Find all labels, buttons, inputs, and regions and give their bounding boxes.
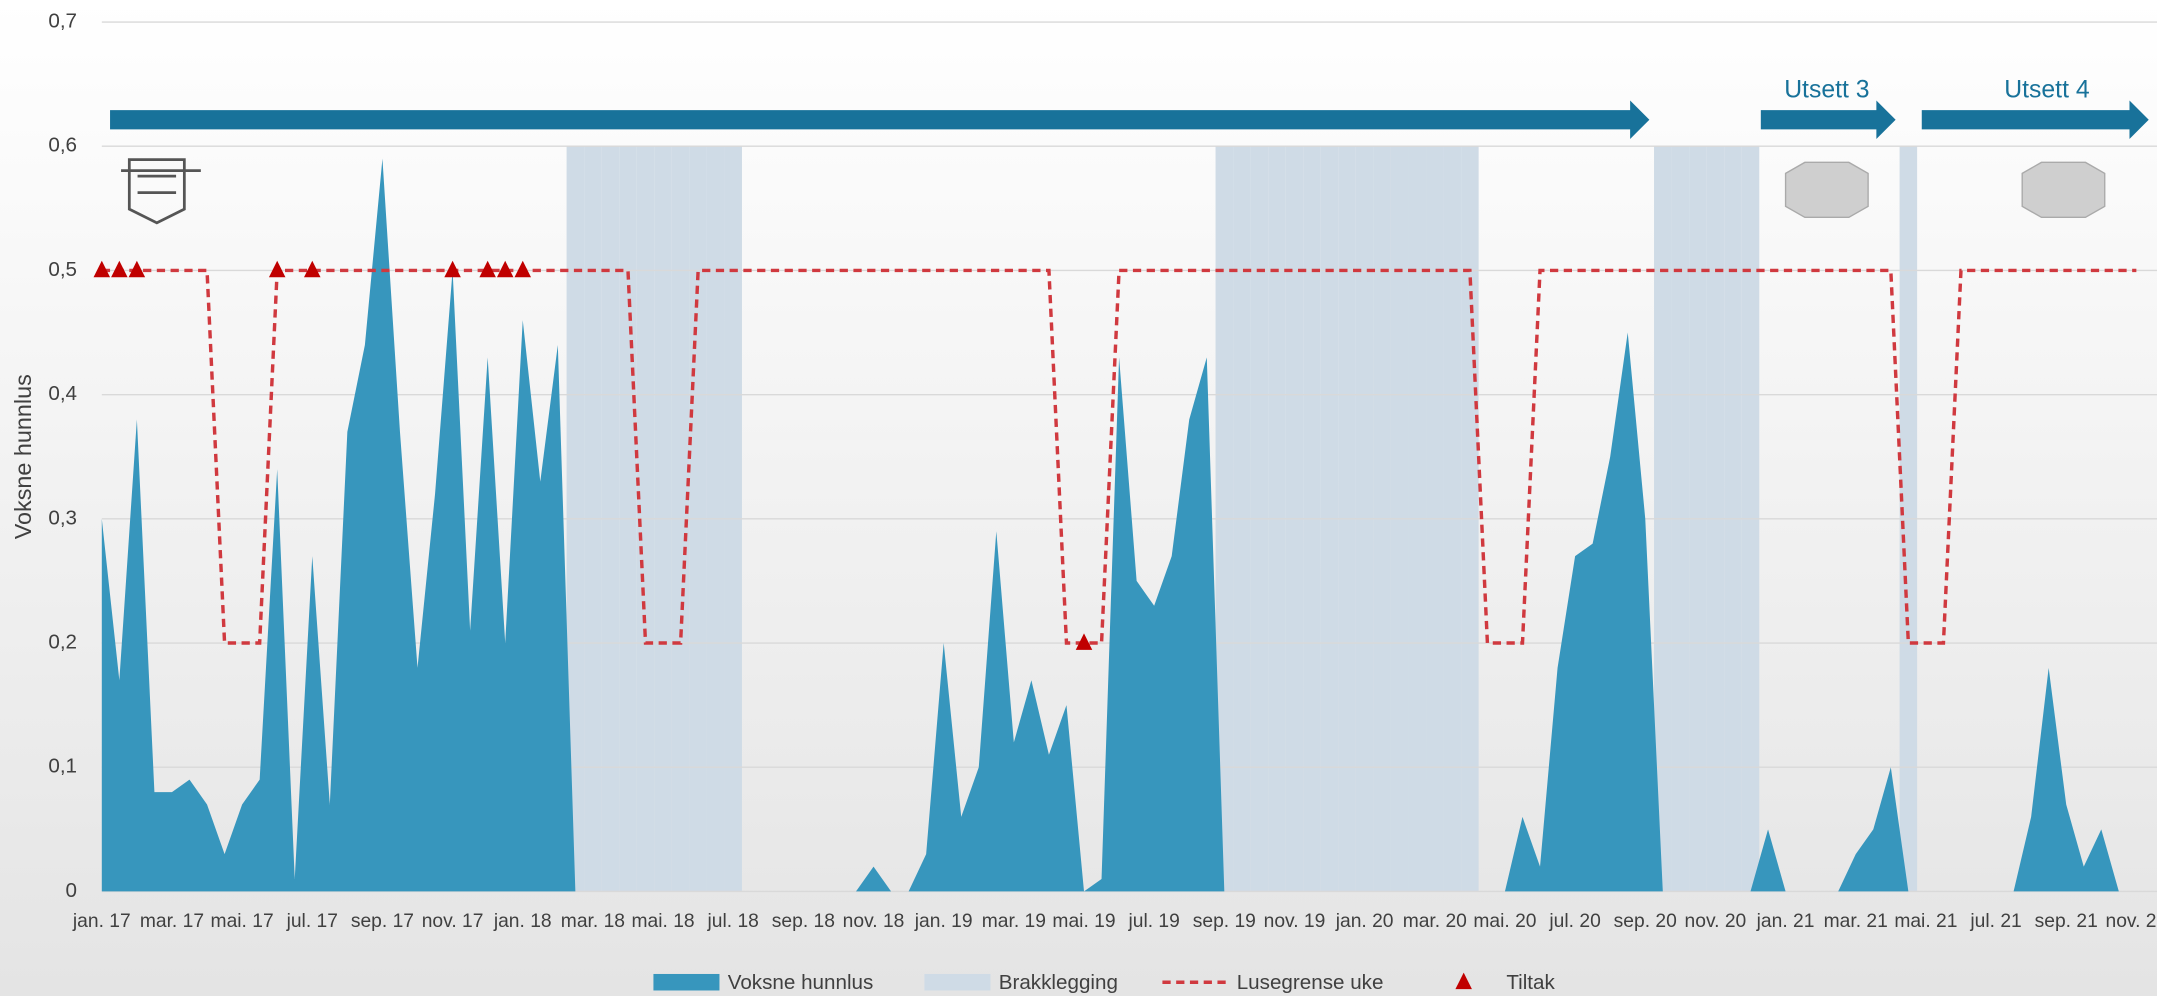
y-tick-label: 0,7 <box>48 9 77 32</box>
x-tick-label: mar. 20 <box>1403 911 1467 932</box>
x-tick-label: sep. 17 <box>351 911 414 932</box>
y-tick-label: 0,6 <box>48 134 77 157</box>
plot-data <box>93 158 2137 892</box>
x-tick-label: jul. 17 <box>286 911 338 932</box>
marker <box>268 260 286 278</box>
arrow <box>1760 100 1896 139</box>
legend-label: Voksne hunnlus <box>728 971 874 994</box>
legend-swatch <box>924 973 991 991</box>
x-tick-label: mar. 17 <box>140 911 204 932</box>
x-tick-label: sep. 18 <box>772 911 835 932</box>
marker <box>304 260 321 278</box>
x-tick-label: jul. 18 <box>707 911 759 932</box>
area <box>101 158 2137 892</box>
arrow <box>1921 100 2149 139</box>
y-tick-label: 0,2 <box>48 630 77 653</box>
x-tick-label: nov. 20 <box>1685 911 1747 932</box>
y-tick-label: 0 <box>66 879 77 902</box>
x-tick-label: mai. 20 <box>1473 911 1536 932</box>
pen-icon <box>121 158 201 225</box>
marker <box>514 260 531 278</box>
legend-label: Lusegrense uke <box>1237 971 1384 994</box>
x-tick-label: jan. 20 <box>1335 911 1394 932</box>
legend-label: Tiltak <box>1506 971 1555 994</box>
y-axis-title: Voksne hunnlus <box>10 374 36 539</box>
marker <box>111 260 128 278</box>
legend-swatch <box>1455 972 1472 990</box>
legend: Voksne hunnlus Brakklegging Lusegrense uke… <box>653 971 1556 994</box>
annotation: Utsett 4 <box>2004 76 2090 103</box>
x-tick-label: mar. 18 <box>561 911 625 932</box>
marker <box>93 260 111 278</box>
x-tick-label: nov. 19 <box>1264 911 1326 932</box>
x-tick-label: mar. 19 <box>982 911 1046 932</box>
marker <box>496 260 514 278</box>
x-tick-label: nov. 17 <box>422 911 484 932</box>
plot-back <box>566 146 1918 892</box>
arrow <box>110 100 1650 139</box>
x-tick-label: mai. 17 <box>211 911 274 932</box>
x-tick-label: jan. 19 <box>914 911 973 932</box>
y-tick-label: 0,5 <box>48 258 77 281</box>
marker <box>479 260 496 278</box>
x-tick-label: mai. 18 <box>631 911 694 932</box>
x-tick-label: sep. 20 <box>1614 911 1677 932</box>
line <box>101 268 2137 645</box>
annotation: Utsett 3 <box>1784 76 1869 103</box>
x-tick-label: jan. 18 <box>493 911 552 932</box>
x-tick-label: jul. 20 <box>1548 911 1600 932</box>
x-tick-label: mai. 19 <box>1052 911 1115 932</box>
cage-icon <box>1784 161 2106 219</box>
x-tick-label: jan. 17 <box>72 911 131 932</box>
marker <box>128 260 146 278</box>
x-axis: jan. 17 mar. 17 mai. 17 jul. 17 sep. 17 nov. … <box>72 911 2157 932</box>
x-tick-label: mar. 21 <box>1824 911 1888 932</box>
y-tick-label: 0,1 <box>48 755 77 778</box>
legend-label: Brakklegging <box>999 971 1118 994</box>
legend-swatch <box>653 973 720 991</box>
x-tick-label: sep. 19 <box>1193 911 1256 932</box>
x-tick-label: jul. 21 <box>1969 911 2021 932</box>
marker <box>444 260 461 278</box>
x-tick-label: jul. 19 <box>1127 911 1179 932</box>
cycle-arrows <box>110 100 2149 139</box>
x-tick-label: mai. 21 <box>1894 911 1957 932</box>
x-tick-label: nov. 18 <box>843 911 905 932</box>
x-tick-label: sep. 21 <box>2035 911 2098 932</box>
y-tick-label: 0,3 <box>48 506 77 529</box>
marker <box>1075 633 1093 650</box>
x-tick-label: jan. 21 <box>1756 911 1815 932</box>
y-tick-label: 0,4 <box>48 382 77 405</box>
x-tick-label: nov. 21 <box>2106 911 2157 932</box>
